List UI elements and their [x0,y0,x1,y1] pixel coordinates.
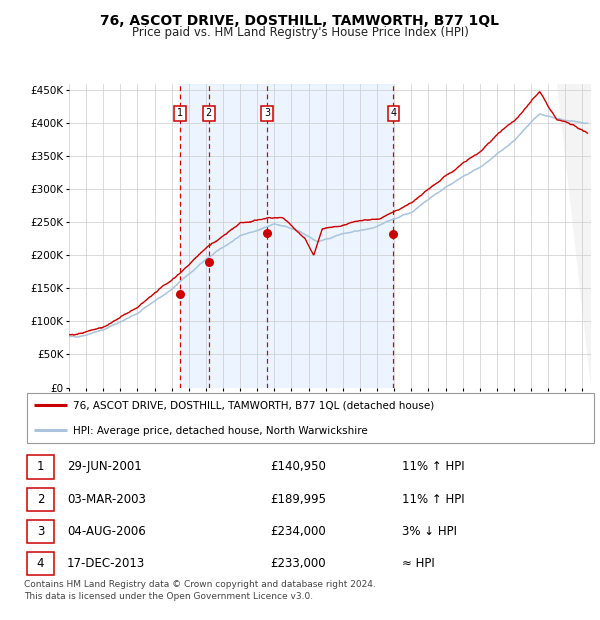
Text: 3: 3 [264,108,270,118]
Text: 3: 3 [37,525,44,538]
FancyBboxPatch shape [27,520,55,543]
Bar [209,84,267,388]
Text: 4: 4 [391,108,397,118]
FancyBboxPatch shape [27,552,55,575]
Polygon shape [557,84,591,388]
Text: 2: 2 [37,493,44,506]
Text: 11% ↑ HPI: 11% ↑ HPI [402,461,465,474]
FancyBboxPatch shape [27,455,55,479]
Text: 4: 4 [37,557,44,570]
FancyBboxPatch shape [27,393,594,443]
Text: 29-JUN-2001: 29-JUN-2001 [67,461,142,474]
Text: Contains HM Land Registry data © Crown copyright and database right 2024.
This d: Contains HM Land Registry data © Crown c… [24,580,376,601]
Text: 76, ASCOT DRIVE, DOSTHILL, TAMWORTH, B77 1QL (detached house): 76, ASCOT DRIVE, DOSTHILL, TAMWORTH, B77… [73,401,434,411]
Text: 11% ↑ HPI: 11% ↑ HPI [402,493,465,506]
Text: 1: 1 [177,108,183,118]
Text: £234,000: £234,000 [271,525,326,538]
Text: Price paid vs. HM Land Registry's House Price Index (HPI): Price paid vs. HM Land Registry's House … [131,26,469,39]
Text: 03-MAR-2003: 03-MAR-2003 [67,493,146,506]
Text: 2: 2 [206,108,212,118]
Text: 04-AUG-2006: 04-AUG-2006 [67,525,146,538]
Text: ≈ HPI: ≈ HPI [402,557,435,570]
Text: HPI: Average price, detached house, North Warwickshire: HPI: Average price, detached house, Nort… [73,426,367,436]
Text: 3% ↓ HPI: 3% ↓ HPI [402,525,457,538]
Text: £233,000: £233,000 [271,557,326,570]
Bar [180,84,209,388]
Text: £140,950: £140,950 [271,461,326,474]
Text: 17-DEC-2013: 17-DEC-2013 [67,557,145,570]
Text: 1: 1 [37,461,44,474]
Bar [267,84,394,388]
Text: £189,995: £189,995 [271,493,326,506]
FancyBboxPatch shape [27,487,55,511]
Text: 76, ASCOT DRIVE, DOSTHILL, TAMWORTH, B77 1QL: 76, ASCOT DRIVE, DOSTHILL, TAMWORTH, B77… [101,14,499,28]
